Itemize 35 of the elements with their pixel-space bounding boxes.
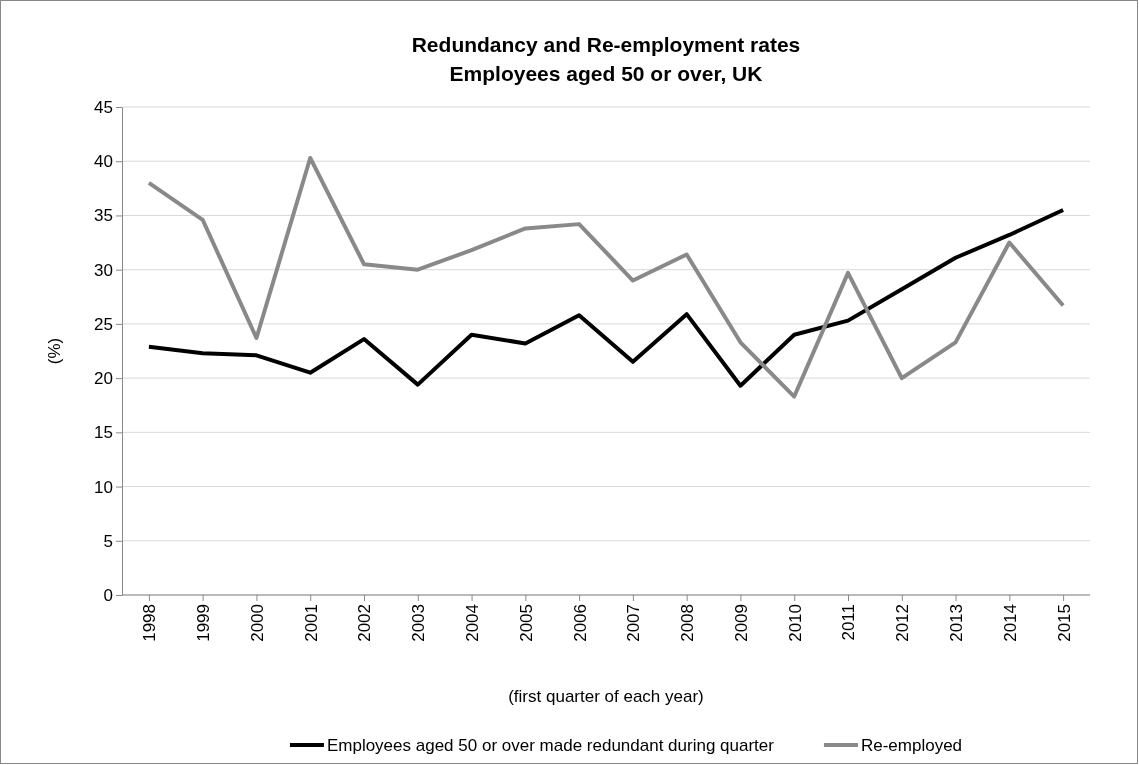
x-tick-label: 1999: [194, 604, 214, 642]
line-series: [146, 155, 1066, 399]
x-tick-label: 2005: [516, 604, 536, 642]
x-tick-label: 2012: [893, 604, 913, 642]
x-tick-label: 2006: [570, 604, 590, 642]
x-tick-label: 2010: [785, 604, 805, 642]
chart-title: Redundancy and Re-employment rates Employees aged 50 or over, UK: [411, 33, 801, 85]
y-tick-label: 40: [94, 152, 113, 172]
y-tick-label: 45: [94, 97, 113, 117]
line-series: [146, 208, 1066, 388]
y-axis-title: (%): [45, 337, 64, 365]
y-tick-label: 10: [94, 477, 113, 497]
x-tick-label: 2011: [839, 604, 859, 641]
x-tick-label: 2002: [355, 604, 375, 642]
x-tick-label: 2000: [247, 604, 267, 642]
y-tick-label: 25: [94, 314, 113, 334]
y-tick-label: 0: [103, 585, 113, 605]
x-tick-label: 2014: [1000, 604, 1020, 642]
x-tick-label: 2009: [731, 604, 751, 642]
x-tick-label: 2008: [678, 604, 698, 642]
x-tick-label: 1998: [140, 604, 160, 642]
x-tick-label: 2013: [947, 604, 967, 642]
legend-label: Employees aged 50 or over made redundant during quarter: [326, 735, 775, 755]
y-tick-label: 15: [94, 423, 113, 443]
legend-label: Re-employed: [860, 735, 963, 755]
y-tick-label: 5: [103, 531, 113, 551]
x-tick-label: 2003: [409, 604, 429, 642]
x-axis-title: (first quarter of each year): [508, 687, 704, 706]
x-tick-label: 2001: [301, 604, 321, 642]
x-tick-label: 2007: [624, 604, 644, 642]
x-tick-label: 2004: [463, 604, 483, 642]
y-tick-label: 20: [94, 369, 113, 389]
y-tick-label: 35: [94, 206, 113, 226]
x-tick-label: 2015: [1054, 604, 1074, 642]
y-tick-label: 30: [94, 260, 113, 280]
